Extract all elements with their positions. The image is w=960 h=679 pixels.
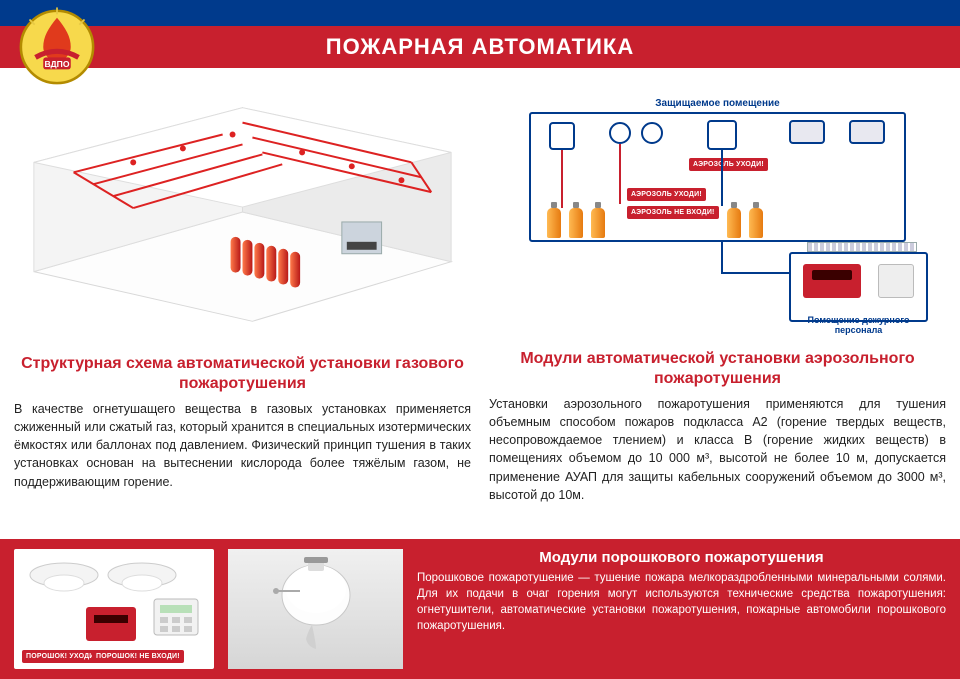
left-body: В качестве огнетушащего вещества в газов…: [14, 400, 471, 491]
bottom-heading: Модули порошкового пожаротушения: [417, 549, 946, 566]
header-red-strip: ПОЖАРНАЯ АВТОМАТИКА: [0, 26, 960, 68]
right-body: Установки аэрозольного пожаротушения при…: [489, 395, 946, 504]
header-blue-strip: [0, 0, 960, 26]
aerosol-exit-sign: АЭРОЗОЛЬ УХОДИ!: [689, 158, 768, 171]
aerosol-system-diagram: Защищаемое помещение АЭРОЗОЛЬ УХОДИ! АЭР…: [489, 92, 946, 337]
right-heading: Модули автоматической установки аэрозоль…: [489, 349, 946, 389]
device-icon: [849, 120, 885, 144]
page-title: ПОЖАРНАЯ АВТОМАТИКА: [326, 34, 634, 60]
svg-text:ВДПО: ВДПО: [44, 59, 69, 69]
header: ПОЖАРНАЯ АВТОМАТИКА: [0, 0, 960, 68]
device-icon: [789, 120, 825, 144]
sensor-icon: [609, 122, 631, 144]
vdpo-logo: ВДПО: [14, 4, 100, 90]
bottom-body: Порошковое пожаротушение — тушение пожар…: [417, 570, 946, 634]
powder-noentry-sign: ПОРОШОК! НЕ ВХОДИ!: [92, 650, 184, 663]
bottom-band: ПОРОШОК! УХОДИ! ПОРОШОК! НЕ ВХОДИ! Модул…: [0, 539, 960, 679]
control-room-label: Помещение дежурного персонала: [789, 315, 928, 335]
bottom-text-block: Модули порошкового пожаротушения Порошко…: [417, 549, 946, 671]
left-heading: Структурная схема автоматической установ…: [14, 354, 471, 394]
device-icon: [707, 120, 737, 150]
aerosol-noentry-sign: АЭРОЗОЛЬ НЕ ВХОДИ!: [627, 206, 719, 219]
powder-exit-sign: ПОРОШОК! УХОДИ!: [22, 650, 101, 663]
control-room-frame: [789, 252, 928, 322]
sensor-icon: [641, 122, 663, 144]
powder-extinguisher-graphic: [228, 549, 403, 669]
detectors-graphic: ПОРОШОК! УХОДИ! ПОРОШОК! НЕ ВХОДИ!: [14, 549, 214, 669]
protected-room-label: Защищаемое помещение: [655, 98, 779, 109]
gas-system-diagram: [14, 92, 471, 342]
aerosol-exit-sign: АЭРОЗОЛЬ УХОДИ!: [627, 188, 706, 201]
device-icon: [549, 122, 575, 150]
